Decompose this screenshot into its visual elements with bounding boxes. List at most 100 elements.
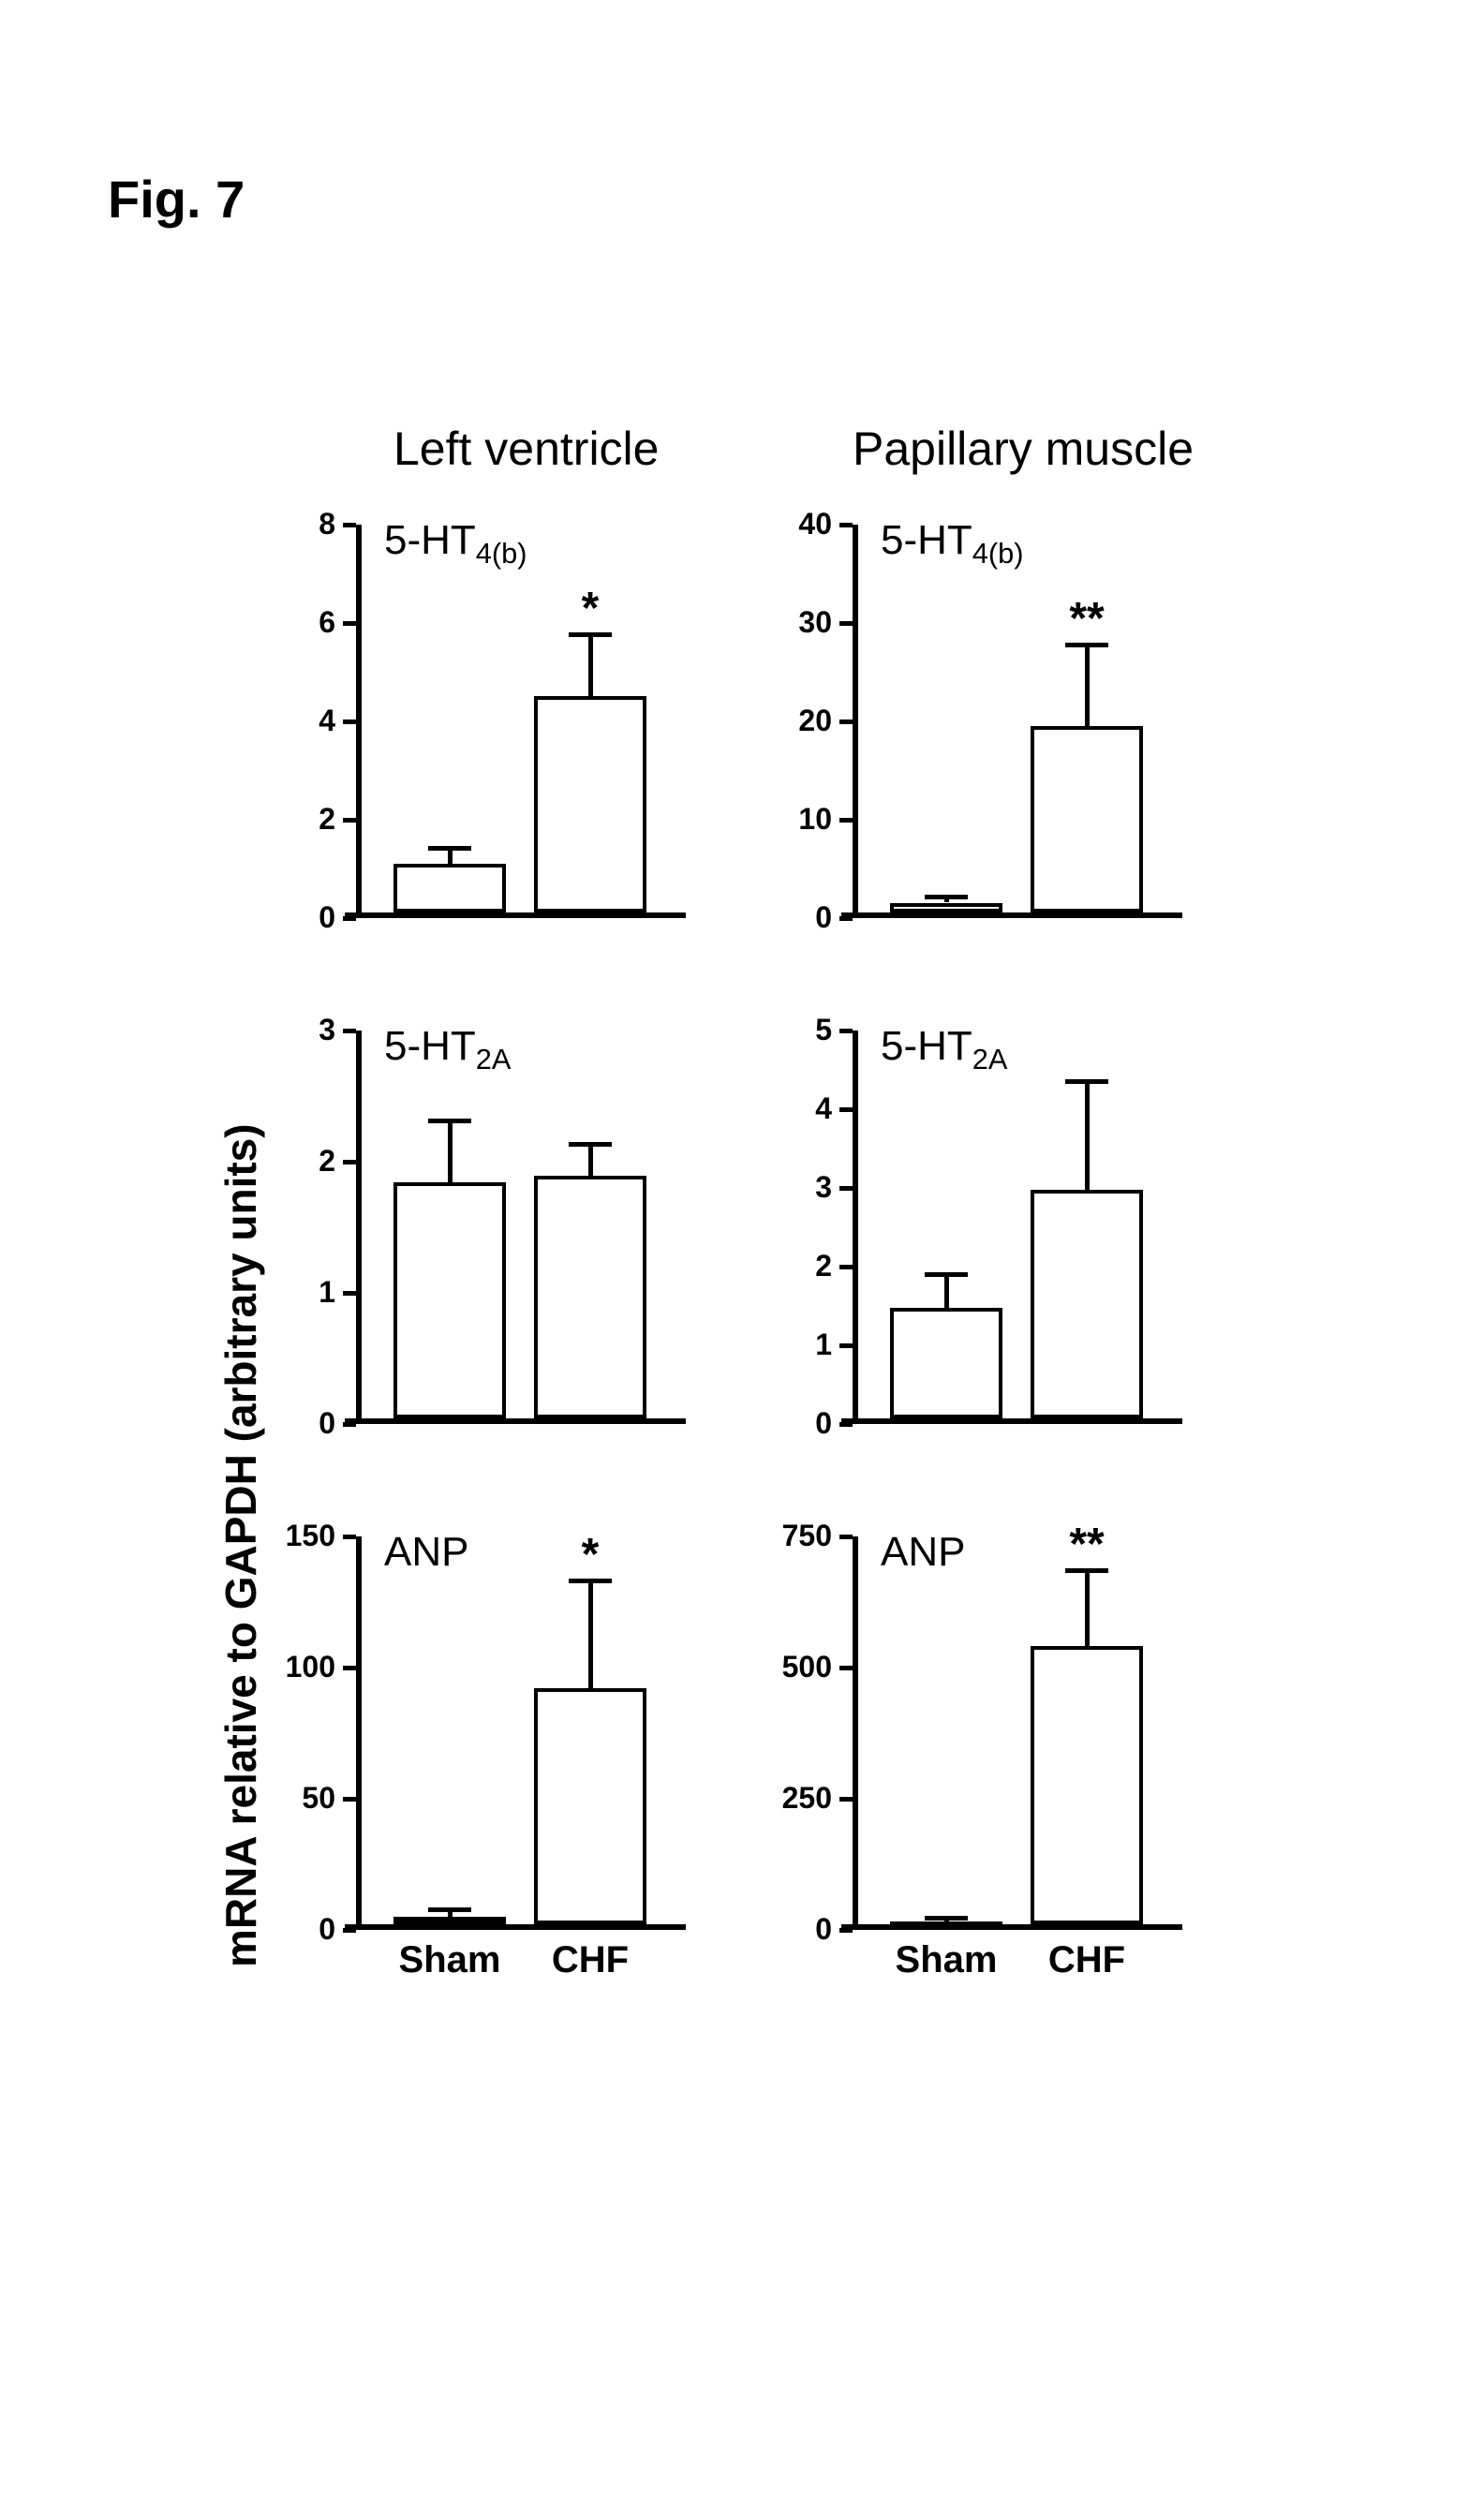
errorbar-stem [1085, 647, 1090, 726]
ytick-label: 0 [757, 1406, 832, 1441]
ytick-label: 100 [260, 1650, 335, 1684]
errorbar-cap [428, 1119, 471, 1123]
ytick [839, 1928, 853, 1933]
x-axis [841, 1418, 1182, 1424]
panel-lv-5ht4b: 02468*5-HT4(b) [356, 525, 768, 1012]
bar-sham [393, 864, 506, 913]
ytick [343, 1422, 356, 1427]
significance-marker: * [534, 1529, 646, 1580]
ytick-label: 500 [757, 1650, 832, 1684]
significance-marker: * [534, 583, 646, 634]
ytick [343, 1928, 356, 1933]
significance-marker: ** [1031, 1519, 1143, 1570]
panel-pm-5ht2a: 0123455-HT2A [853, 1031, 1265, 1518]
col-header-right: Papillary muscle [853, 422, 1194, 476]
bar-chf [1031, 1190, 1143, 1418]
y-axis-label: mRNA relative to GAPDH (arbitrary units) [215, 1123, 266, 1967]
panel-lv-anp: 050100150Sham*CHFANP [356, 1536, 768, 2024]
xlabel-sham: Sham [384, 1939, 515, 1981]
errorbar-cap [428, 1907, 471, 1912]
bar-sham [393, 1917, 506, 1924]
ytick [839, 1186, 853, 1191]
bar-chf [1031, 1646, 1143, 1924]
ytick-label: 8 [260, 507, 335, 541]
panel-lv-5ht2a: 01235-HT2A [356, 1031, 768, 1518]
col-header-left: Left ventricle [393, 422, 659, 476]
ytick-label: 0 [757, 1912, 832, 1947]
errorbar-stem [448, 851, 453, 863]
errorbar-stem [448, 1123, 453, 1182]
ytick-label: 3 [757, 1170, 832, 1205]
ytick-label: 250 [757, 1781, 832, 1816]
bar-chf [1031, 726, 1143, 913]
y-axis [356, 1536, 362, 1930]
panel-label: 5-HT4(b) [881, 517, 1024, 571]
ytick [839, 818, 853, 823]
errorbar-stem [944, 899, 949, 902]
ytick-label: 6 [260, 605, 335, 640]
ytick [343, 818, 356, 823]
ytick [839, 1029, 853, 1033]
ytick [343, 1666, 356, 1670]
ytick-label: 0 [757, 900, 832, 935]
ytick-label: 1 [757, 1328, 832, 1362]
bar-sham [890, 903, 1002, 913]
ytick-label: 2 [757, 1249, 832, 1283]
errorbar-cap [925, 895, 968, 899]
panel-label: 5-HT4(b) [384, 517, 527, 571]
ytick [343, 523, 356, 527]
ytick [343, 621, 356, 626]
ytick [839, 916, 853, 921]
y-axis [853, 1536, 858, 1930]
ytick-label: 3 [260, 1013, 335, 1047]
panel-label: 5-HT2A [881, 1023, 1007, 1076]
bar-sham [890, 1308, 1002, 1418]
x-axis [345, 1418, 686, 1424]
xlabel-sham: Sham [881, 1939, 1012, 1981]
ytick [343, 1029, 356, 1033]
ytick-label: 30 [757, 605, 832, 640]
x-axis [345, 912, 686, 918]
ytick [839, 1107, 853, 1112]
panel-label: ANP [881, 1529, 965, 1576]
ytick [839, 1422, 853, 1427]
y-axis [853, 525, 858, 918]
ytick [343, 1291, 356, 1296]
errorbar-cap [1065, 1079, 1108, 1084]
ytick [839, 1343, 853, 1348]
bar-sham [393, 1182, 506, 1418]
ytick [839, 1535, 853, 1539]
ytick [839, 621, 853, 626]
errorbar-stem [588, 637, 593, 696]
significance-marker: ** [1031, 593, 1143, 645]
xlabel-chf: CHF [525, 1939, 656, 1981]
bar-chf [534, 1176, 646, 1418]
errorbar-stem [588, 1583, 593, 1688]
ytick [343, 1535, 356, 1539]
errorbar-cap [925, 1272, 968, 1277]
ytick [839, 1265, 853, 1269]
bar-chf [534, 696, 646, 912]
panel-label: 5-HT2A [384, 1023, 511, 1076]
ytick [343, 1160, 356, 1164]
ytick-label: 1 [260, 1275, 335, 1310]
errorbar-stem [1085, 1573, 1090, 1646]
x-axis [345, 1924, 686, 1930]
ytick [839, 719, 853, 724]
ytick [839, 1666, 853, 1670]
ytick-label: 150 [260, 1519, 335, 1553]
ytick-label: 0 [260, 900, 335, 935]
y-axis [356, 1031, 362, 1424]
errorbar-stem [448, 1912, 453, 1916]
ytick-label: 4 [260, 704, 335, 738]
ytick-label: 40 [757, 507, 832, 541]
errorbar-cap [569, 1142, 612, 1147]
errorbar-cap [428, 846, 471, 851]
ytick [343, 916, 356, 921]
errorbar-cap [925, 1916, 968, 1921]
ytick [839, 523, 853, 527]
ytick-label: 2 [260, 1144, 335, 1179]
ytick [343, 719, 356, 724]
ytick-label: 10 [757, 802, 832, 837]
y-axis [356, 525, 362, 918]
